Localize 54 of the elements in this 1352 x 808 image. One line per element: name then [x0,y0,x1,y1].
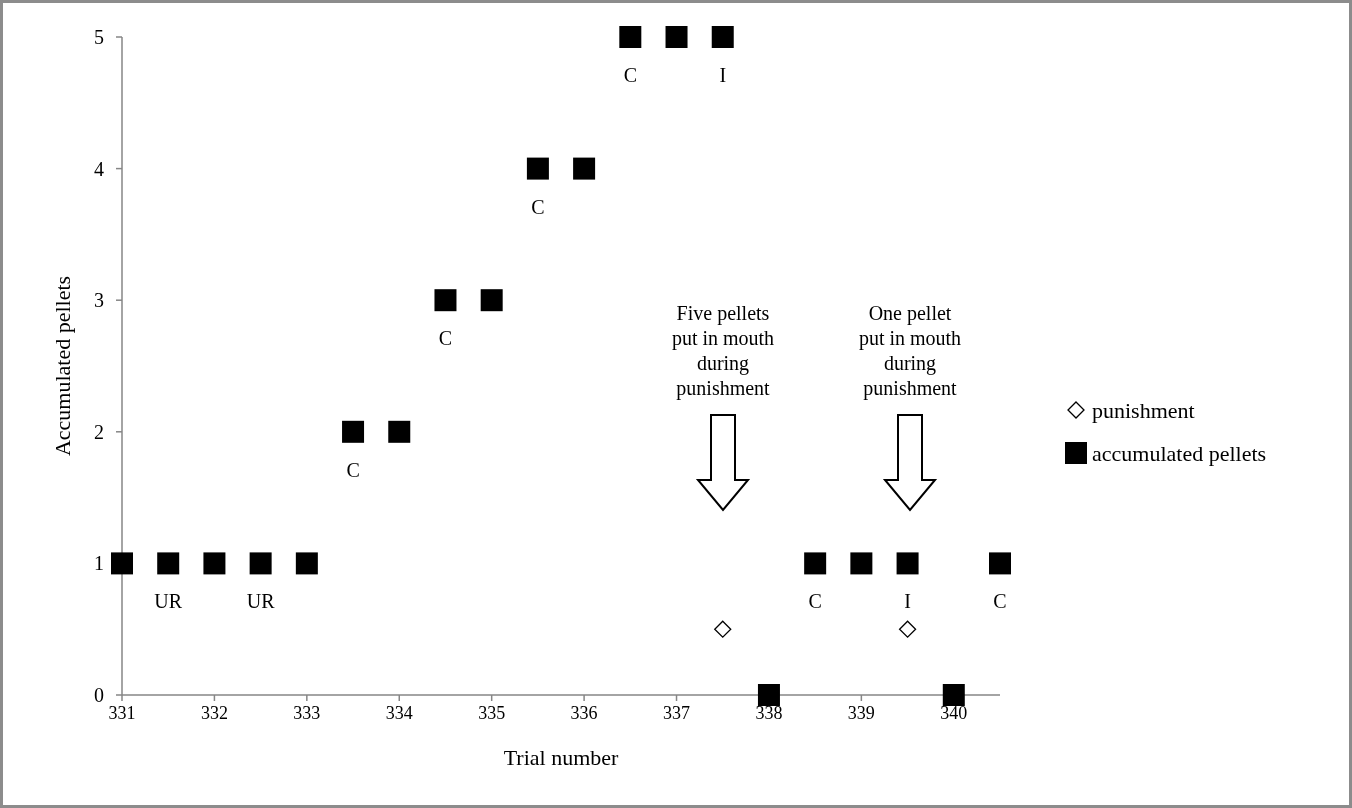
point [619,26,642,48]
point [711,26,734,48]
x-tick-label: 335 [478,703,506,723]
annotation: C [531,195,545,218]
y-tick-label: 3 [94,289,104,312]
point [757,684,780,706]
annotation: I [904,590,911,613]
point [714,620,732,638]
annotation: I [719,64,727,86]
point [203,552,226,575]
y-tick-label: 0 [94,684,104,706]
point [480,289,503,312]
point [665,26,688,48]
y-axis-title: Accumulated pellets [50,275,75,457]
x-tick-label: 332 [200,703,228,723]
point [896,552,919,575]
point [942,684,965,706]
point [526,157,549,180]
point [898,620,917,638]
annotation: UR [154,590,183,613]
legend-label: accumulated pellets [1092,440,1267,466]
y-tick-label: 4 [94,157,104,180]
annotation: C [993,590,1007,613]
x-axis-title: Trial number [503,745,620,770]
point [295,552,318,575]
point [989,552,1011,575]
x-tick-label: 336 [570,703,598,723]
y-tick-label: 1 [94,552,104,575]
y-tick-label: 2 [94,420,104,443]
point [111,552,133,575]
point [850,552,873,575]
point [388,420,411,443]
legend-label: punishment [1092,397,1195,423]
y-tick-label: 5 [94,26,104,48]
annotation: C [346,458,360,481]
point [434,289,457,312]
x-tick-label: 338 [755,703,783,723]
annotation: One pellet put in mouth during punishment [858,302,962,400]
x-tick-label: 333 [293,703,321,723]
annotation: C [808,590,822,613]
point [342,420,365,443]
annotation: Five pellets put in mouth during punishment [671,302,775,400]
annotation: C [623,64,637,86]
point [804,552,827,575]
annotation: UR [246,590,276,613]
x-tick-label: 337 [663,703,691,723]
point [573,157,596,180]
point [157,552,180,575]
point [249,552,272,575]
x-tick-label: 334 [385,703,413,723]
x-tick-label: 339 [847,703,875,723]
annotation: C [438,327,453,350]
x-tick-label: 331 [108,703,136,723]
x-tick-label: 340 [940,703,968,723]
